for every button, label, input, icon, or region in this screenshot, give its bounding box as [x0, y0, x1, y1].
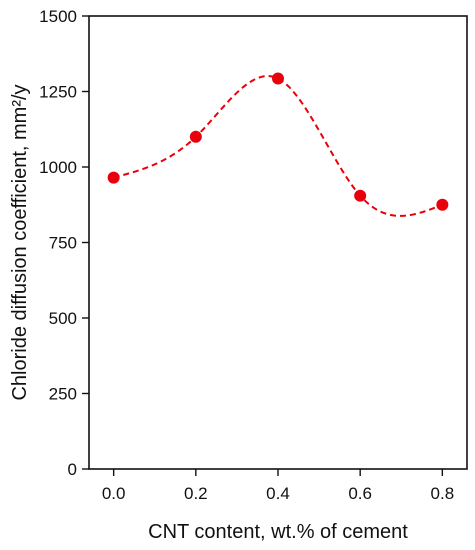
y-tick-label: 500: [49, 309, 77, 328]
y-axis-title: Chloride diffusion coefficient, mm²/y: [9, 84, 31, 400]
x-axis-title: CNT content, wt.% of cement: [148, 521, 408, 543]
x-axis-ticks: 0.0 0.2 0.4 0.6 0.8: [102, 469, 454, 503]
y-axis-ticks: 0 250 500 750 1000 1250 1500: [39, 7, 89, 479]
y-tick-label: 1250: [39, 83, 77, 102]
data-point: [436, 198, 449, 211]
x-tick-label: 0.0: [102, 484, 126, 503]
data-point: [272, 72, 284, 85]
x-tick-label: 0.2: [184, 484, 208, 503]
x-tick-label: 0.4: [266, 484, 290, 503]
y-tick-label: 250: [49, 385, 77, 404]
data-point: [107, 171, 120, 184]
data-point: [189, 130, 202, 143]
data-points: [107, 72, 449, 211]
x-tick-label: 0.6: [348, 484, 372, 503]
y-tick-label: 1500: [39, 7, 77, 26]
x-tick-label: 0.8: [431, 484, 455, 503]
data-point: [354, 189, 367, 202]
dashed-fit-curve: [113, 75, 443, 217]
y-tick-label: 750: [49, 234, 77, 253]
y-tick-label: 1000: [39, 158, 77, 177]
y-tick-label: 0: [68, 460, 77, 479]
